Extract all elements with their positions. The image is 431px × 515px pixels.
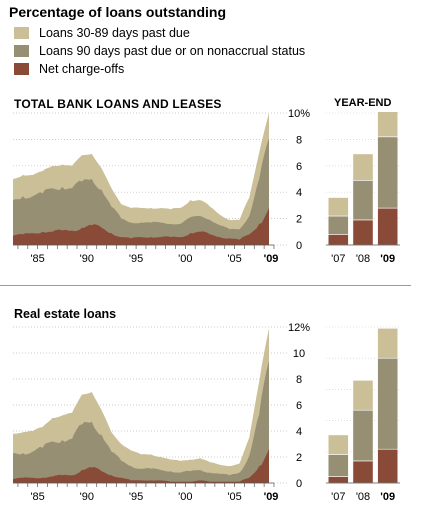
- total-y-tick-label: 8: [296, 134, 302, 146]
- total-x-tick-label: '85: [30, 253, 44, 265]
- total-bar-category-label: '09: [380, 253, 395, 265]
- real-estate-y-tick-label: 0: [296, 478, 302, 490]
- real-estate-bar-category-label: '09: [380, 491, 395, 503]
- legend-label-90-days-nonaccrual: Loans 90 days past due or on nonaccrual …: [39, 44, 306, 58]
- total-area-90-days-nonaccrual: [13, 138, 269, 245]
- real-estate-y-tick-label: 6: [296, 400, 302, 412]
- real-estate-bar-net-charge-offs: [352, 460, 374, 484]
- total-bar-90-days-nonaccrual: [377, 136, 399, 209]
- real-estate-bar-30-89-days: [352, 379, 374, 411]
- real-estate-bar-90-days-nonaccrual: [352, 409, 374, 462]
- real-estate-x-tick-label: '05: [227, 491, 241, 503]
- section-divider: [0, 285, 411, 286]
- real-estate-bar-30-89-days: [377, 327, 399, 359]
- total-x-tick-label: '09: [264, 253, 279, 265]
- total-loans-title: TOTAL BANK LOANS AND LEASES: [14, 97, 222, 111]
- total-x-tick-label: '90: [80, 253, 94, 265]
- real-estate-bar-category-label: '07: [331, 491, 345, 503]
- real-estate-title: Real estate loans: [14, 307, 117, 321]
- real-estate-bar-30-89-days: [327, 434, 349, 455]
- real-estate-bar-net-charge-offs: [377, 448, 399, 484]
- total-bar-90-days-nonaccrual: [352, 180, 374, 221]
- real-estate-x-tick-label: '85: [30, 491, 44, 503]
- total-y-tick-label: 2: [296, 214, 302, 226]
- legend-swatch-90-days-nonaccrual: [14, 45, 29, 57]
- real-estate-y-tick-label: 10: [293, 348, 305, 360]
- real-estate-bar-category-label: '08: [356, 491, 370, 503]
- year-end-title: YEAR-END: [334, 97, 392, 109]
- total-bar-90-days-nonaccrual: [327, 215, 349, 235]
- legend-item-90-days-nonaccrual: Loans 90 days past due or on nonaccrual …: [14, 44, 305, 58]
- real-estate-bar-90-days-nonaccrual: [327, 454, 349, 477]
- real-estate-x-tick-label: '00: [178, 491, 192, 503]
- total-area-net-charge-offs: [13, 208, 269, 245]
- legend-label-net-charge-offs: Net charge-offs: [39, 62, 125, 76]
- legend-swatch-net-charge-offs: [14, 63, 29, 75]
- real-estate-bar-90-days-nonaccrual: [377, 357, 399, 450]
- legend-item-30-89-days: Loans 30-89 days past due: [14, 26, 190, 40]
- real-estate-x-tick-label: '90: [80, 491, 94, 503]
- total-y-tick-label: 6: [296, 161, 302, 173]
- legend-label-30-89-days: Loans 30-89 days past due: [39, 26, 190, 40]
- real-estate-area-90-days-nonaccrual: [13, 360, 269, 483]
- total-y-tick-label: 4: [296, 187, 302, 199]
- real-estate-x-tick-label: '95: [129, 491, 143, 503]
- real-estate-area-net-charge-offs: [13, 449, 269, 483]
- total-x-tick-label: '05: [227, 253, 241, 265]
- real-estate-bar-net-charge-offs: [327, 476, 349, 484]
- total-y-tick-label: 0: [296, 240, 302, 252]
- real-estate-y-tick-label: 12%: [288, 322, 310, 334]
- total-bar-30-89-days: [327, 197, 349, 217]
- total-bar-category-label: '08: [356, 253, 370, 265]
- total-bar-30-89-days: [352, 153, 374, 181]
- total-bar-30-89-days: [377, 111, 399, 138]
- total-bar-net-charge-offs: [327, 234, 349, 246]
- real-estate-y-tick-label: 8: [296, 374, 302, 386]
- total-x-tick-label: '00: [178, 253, 192, 265]
- total-y-tick-label: 10%: [288, 108, 310, 120]
- total-bar-net-charge-offs: [377, 207, 399, 246]
- total-x-tick-label: '95: [129, 253, 143, 265]
- total-bar-net-charge-offs: [352, 219, 374, 246]
- real-estate-x-tick-label: '09: [264, 491, 279, 503]
- real-estate-y-tick-label: 2: [296, 452, 302, 464]
- legend-swatch-30-89-days: [14, 27, 29, 39]
- total-bar-category-label: '07: [331, 253, 345, 265]
- real-estate-y-tick-label: 4: [296, 426, 302, 438]
- legend-item-net-charge-offs: Net charge-offs: [14, 62, 124, 76]
- legend-title: Percentage of loans outstanding: [9, 4, 227, 20]
